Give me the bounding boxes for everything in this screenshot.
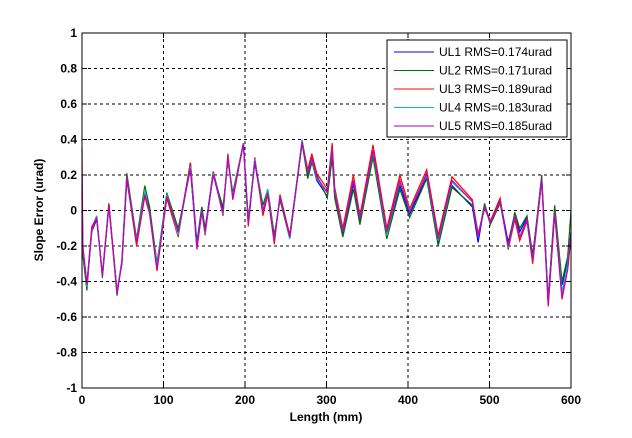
y-tick-label: -0.8 bbox=[56, 346, 77, 360]
legend: UL1 RMS=0.174urad UL2 RMS=0.171urad UL3 RM… bbox=[386, 39, 568, 138]
x-tick-label: 0 bbox=[79, 393, 86, 407]
legend-item: UL3 RMS=0.189urad bbox=[394, 82, 552, 96]
y-axis-label: Slope Error (urad) bbox=[32, 159, 46, 262]
legend-label: UL4 RMS=0.183urad bbox=[439, 101, 552, 115]
series-lines bbox=[81, 139, 572, 307]
y-tick-label: 1 bbox=[70, 26, 77, 40]
legend-label: UL3 RMS=0.189urad bbox=[439, 82, 552, 96]
grid-lines bbox=[82, 33, 571, 388]
legend-label: UL2 RMS=0.171urad bbox=[439, 64, 552, 78]
x-axis-label: Length (mm) bbox=[290, 410, 363, 424]
legend-item: UL1 RMS=0.174urad bbox=[394, 45, 552, 59]
y-tick-label: -0.6 bbox=[56, 310, 77, 324]
x-tick-label: 400 bbox=[398, 393, 418, 407]
y-tick-label: 0.6 bbox=[60, 97, 77, 111]
legend-item: UL4 RMS=0.183urad bbox=[394, 101, 552, 115]
x-tick-label: 200 bbox=[235, 393, 255, 407]
x-tick-label: 500 bbox=[479, 393, 499, 407]
legend-label: UL1 RMS=0.174urad bbox=[439, 45, 552, 59]
series-line-ul5 bbox=[81, 141, 572, 305]
y-tick-label: -1 bbox=[66, 381, 77, 395]
y-tick-label: 0.4 bbox=[60, 133, 77, 147]
y-tick-label: 0.2 bbox=[60, 168, 77, 182]
x-tick-label: 100 bbox=[153, 393, 173, 407]
y-tick-label: -0.4 bbox=[56, 275, 77, 289]
y-tick-label: -0.2 bbox=[56, 239, 77, 253]
legend-item: UL5 RMS=0.185urad bbox=[394, 119, 552, 133]
y-tick-label: 0.8 bbox=[60, 62, 77, 76]
x-tick-label: 300 bbox=[316, 393, 336, 407]
x-tick-label: 600 bbox=[561, 393, 581, 407]
legend-label: UL5 RMS=0.185urad bbox=[439, 119, 552, 133]
y-tick-label: 0 bbox=[70, 204, 77, 218]
legend-item: UL2 RMS=0.171urad bbox=[394, 64, 552, 78]
axis-ticks: 0 100 200 300 400 500 600 -1 -0.8 -0.6 -0.4 -0.2 0 0.… bbox=[56, 26, 581, 407]
